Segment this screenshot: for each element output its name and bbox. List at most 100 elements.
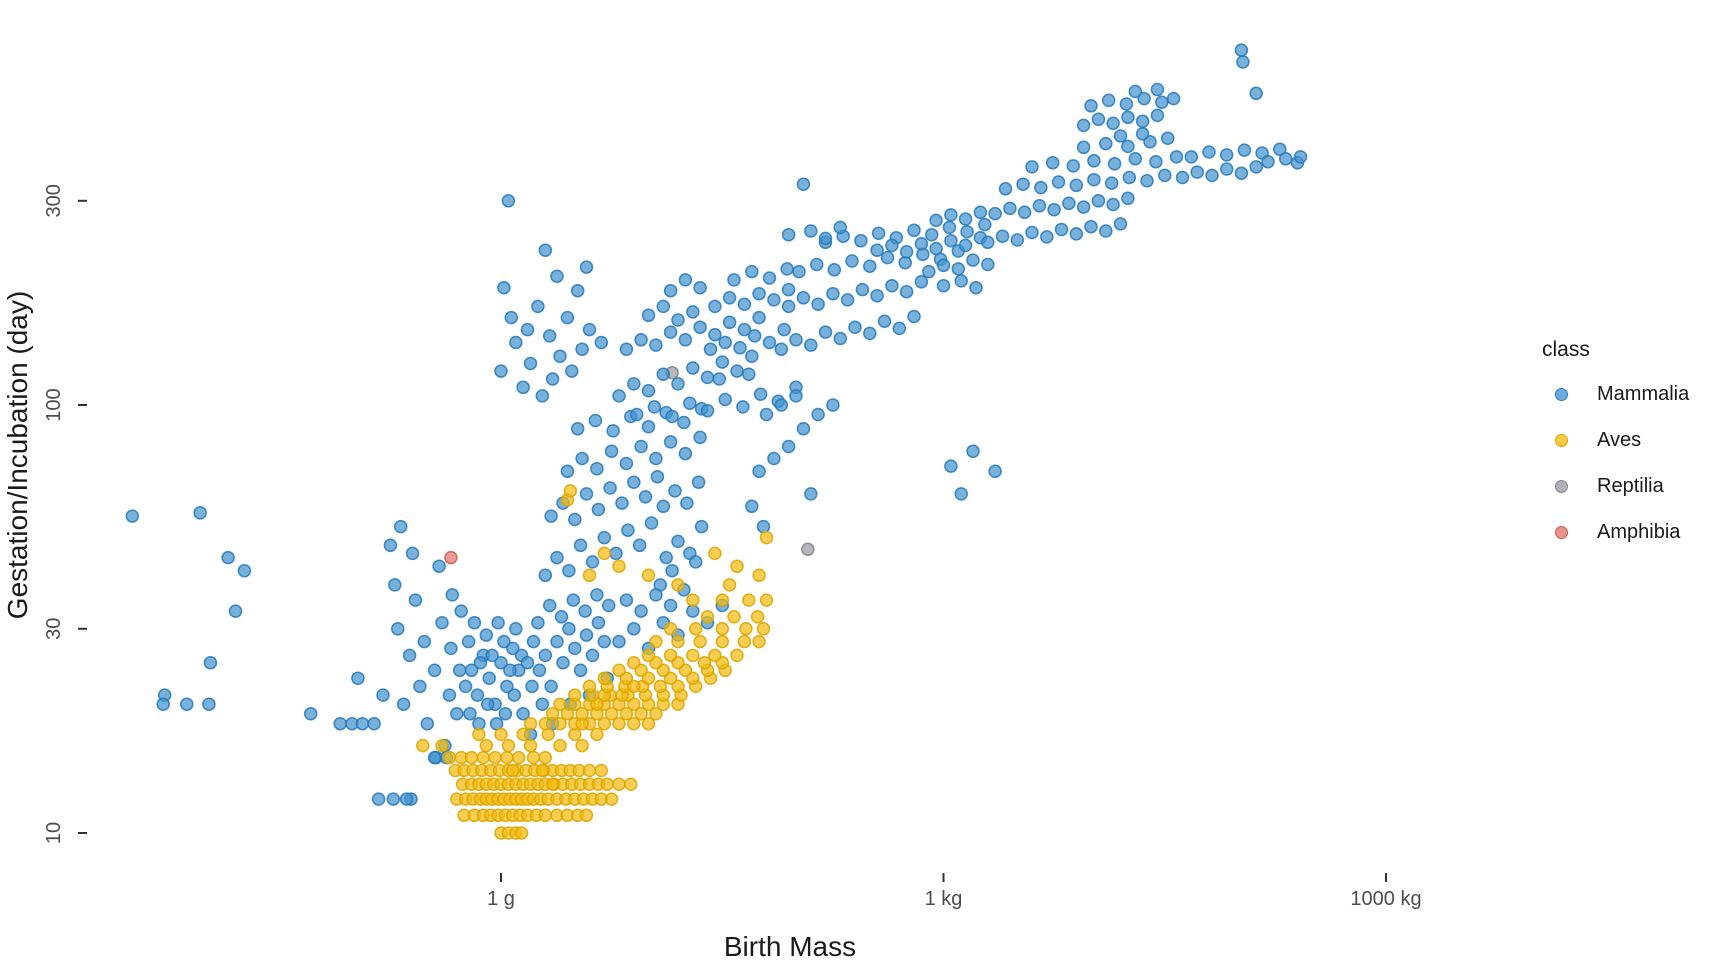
point-aves [641,716,656,731]
point-mammalia [840,293,855,307]
point-mammalia [641,308,656,323]
point-aves [737,634,752,649]
point-mammalia [500,679,514,694]
point-aves [742,593,756,607]
point-mammalia [752,286,766,301]
point-mammalia [804,338,818,352]
point-mammalia [303,706,318,721]
point-mammalia [1137,91,1151,106]
point-mammalia [435,615,449,630]
point-mammalia [504,310,519,325]
point-aves [464,750,479,765]
point-aves [590,727,604,742]
point-mammalia [1219,148,1234,162]
point-mammalia [629,407,644,422]
point-mammalia [1166,91,1181,106]
point-mammalia [180,697,194,711]
point-aves [686,593,700,607]
point-aves [416,738,430,753]
legend-item-reptilia: Reptilia [1542,463,1689,509]
point-mammalia [619,342,634,356]
point-mammalia [427,750,442,765]
point-mammalia [826,398,840,412]
point-mammalia [752,464,766,479]
point-mammalia [1121,110,1135,125]
point-mammalia [1273,142,1287,156]
point-mammalia [818,325,833,339]
point-mammalia [700,403,715,418]
point-reptilia [801,542,815,557]
point-mammalia [591,502,606,517]
point-aves [715,622,730,636]
point-mammalia [907,223,921,238]
point-mammalia [355,716,370,731]
point-aves [500,750,514,765]
point-mammalia [454,604,468,618]
point-mammalia [526,634,541,649]
point-mammalia [668,484,682,498]
point-mammalia [590,461,604,476]
point-mammalia [494,655,508,670]
point-mammalia [885,278,899,293]
point-mammalia [804,487,818,501]
point-mammalia [237,563,252,578]
point-mammalia [1025,225,1039,240]
point-aves [730,648,744,663]
point-mammalia [745,264,759,279]
legend-label-amphibia: Amphibia [1597,520,1681,543]
point-aves [604,706,619,721]
point-mammalia [899,284,914,299]
point-mammalia [570,283,585,298]
point-aves [693,634,707,649]
point-mammalia [525,679,539,694]
point-mammalia [591,615,606,630]
point-mammalia [1237,143,1252,157]
point-aves [627,716,641,731]
y-tick-label: 100 [43,388,65,421]
point-mammalia [811,297,825,311]
point-mammalia [954,274,968,288]
point-aves [752,568,766,583]
point-mammalia [1106,197,1120,212]
point-mammalia [627,475,641,489]
point-mammalia [762,271,777,285]
point-mammalia [693,430,707,445]
point-mammalia [228,604,243,618]
point-mammalia [1010,233,1025,247]
point-mammalia [202,697,216,711]
point-aves [688,622,703,636]
point-mammalia [565,364,579,378]
point-mammalia [1066,159,1081,173]
point-mammalia [663,435,678,449]
point-mammalia [718,335,732,350]
point-mammalia [781,227,796,242]
point-mammalia [899,245,914,259]
point-mammalia [647,400,662,414]
point-mammalia [1121,139,1135,154]
point-mammalia [811,407,825,422]
point-mammalia [958,212,973,226]
point-mammalia [1169,150,1184,164]
point-mammalia [1150,82,1165,97]
point-mammalia [1140,174,1154,188]
point-mammalia [781,282,796,297]
point-mammalia [473,655,488,670]
point-mammalia [733,341,747,355]
point-mammalia [678,273,693,287]
point-mammalia [742,367,756,381]
point-mammalia [1190,165,1204,179]
point-mammalia [386,792,401,806]
point-mammalia [604,444,619,458]
point-mammalia [579,260,594,274]
point-mammalia [1249,86,1263,101]
point-aves [560,706,575,721]
point-mammalia [1128,84,1143,99]
point-mammalia [1087,154,1101,168]
point-mammalia [678,446,693,461]
point-mammalia [371,792,386,806]
legend-key-mammalia-icon [1555,387,1568,401]
point-mammalia [532,663,547,678]
point-mammalia [594,335,609,350]
point-aves [634,706,648,721]
point-mammalia [730,364,744,378]
